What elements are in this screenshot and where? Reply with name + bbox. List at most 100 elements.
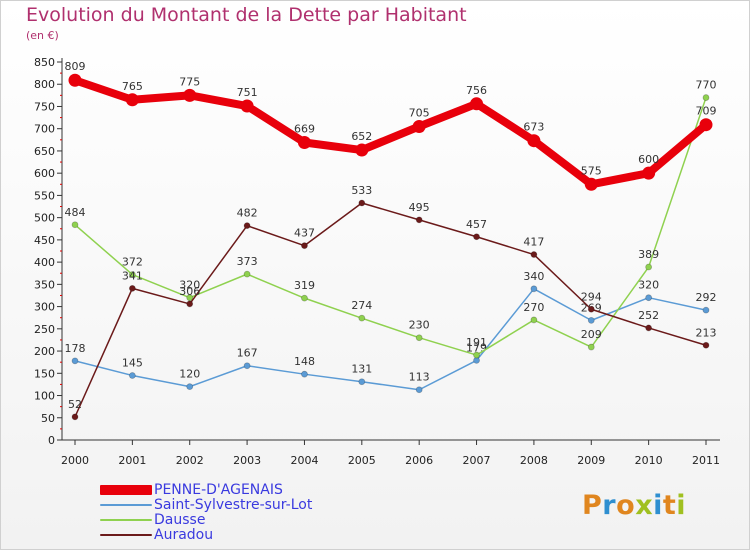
data-point [645, 263, 653, 271]
x-tick-label: 2009 [577, 454, 605, 467]
y-tick-label: 200 [34, 345, 55, 358]
data-point [128, 284, 136, 292]
data-point [530, 285, 538, 293]
data-label: 292 [696, 291, 717, 304]
x-tick-label: 2008 [520, 454, 548, 467]
data-label: 306 [179, 285, 200, 298]
data-label: 131 [351, 363, 372, 376]
data-point [645, 294, 653, 302]
data-point [527, 134, 541, 148]
data-point [128, 271, 136, 278]
logo-letter: o [616, 490, 636, 521]
data-label: 482 [237, 207, 258, 220]
data-point [702, 341, 710, 349]
data-point [702, 306, 710, 314]
x-tick-label: 2005 [348, 454, 376, 467]
series-line-3 [74, 202, 707, 418]
data-label: 705 [409, 106, 430, 119]
proxiti-logo: Proxiti [582, 490, 686, 521]
y-tick-label: 250 [34, 323, 55, 336]
data-point [68, 73, 82, 87]
data-label: 495 [409, 201, 430, 214]
data-point [240, 99, 254, 113]
data-point [530, 316, 538, 324]
y-tick-label: 650 [34, 145, 55, 158]
y-tick-label: 100 [34, 390, 55, 403]
data-point [702, 94, 710, 101]
series-line-0 [71, 76, 710, 189]
x-tick-label: 2001 [118, 454, 146, 467]
legend-swatch-dausse [100, 519, 152, 521]
legend-label-auradou: Auradou [154, 527, 214, 543]
data-point [415, 216, 423, 224]
data-label: 437 [294, 227, 315, 240]
data-point [243, 222, 251, 230]
data-label: 809 [65, 60, 86, 73]
data-label: 533 [351, 184, 372, 197]
series-line-1 [74, 288, 707, 391]
series-line-2 [74, 96, 707, 356]
chart-subtitle: (en €) [26, 29, 59, 42]
data-label: 120 [179, 368, 200, 381]
data-label: 669 [294, 122, 315, 135]
data-point [183, 88, 197, 102]
logo-letter: t [662, 490, 677, 521]
data-point [186, 383, 194, 391]
y-tick-label: 700 [34, 123, 55, 136]
data-point [699, 118, 713, 132]
data-point [355, 143, 369, 157]
data-label: 252 [638, 309, 659, 322]
data-point [71, 413, 79, 421]
data-point [358, 378, 366, 386]
data-label: 167 [237, 347, 258, 360]
y-tick-label: 50 [41, 412, 55, 425]
data-label: 230 [409, 319, 430, 332]
legend-label-penne: PENNE-D'AGENAIS [154, 482, 283, 498]
x-tick-label: 2007 [463, 454, 491, 467]
x-tick-label: 2000 [61, 454, 89, 467]
data-point [243, 362, 251, 370]
data-label: 145 [122, 357, 143, 370]
data-point [412, 119, 426, 133]
data-point [584, 177, 598, 191]
data-point [186, 300, 194, 308]
data-label: 319 [294, 279, 315, 292]
data-point [645, 324, 653, 332]
data-point [587, 343, 595, 351]
data-point [297, 135, 311, 149]
data-label: 417 [523, 236, 544, 249]
data-point [470, 97, 484, 111]
data-label: 340 [523, 270, 544, 283]
data-label: 191 [466, 336, 487, 349]
x-tick-label: 2003 [233, 454, 261, 467]
logo-letter: P [582, 490, 603, 521]
x-tick-label: 2010 [635, 454, 663, 467]
chart-title: Evolution du Montant de la Dette par Hab… [26, 4, 467, 26]
data-point [301, 242, 308, 250]
data-point [415, 334, 423, 342]
y-tick-label: 550 [34, 189, 55, 202]
data-point [473, 233, 480, 241]
data-label: 372 [122, 256, 143, 269]
legend-label-dausse: Dausse [154, 512, 206, 528]
data-label: 389 [638, 248, 659, 261]
y-tick-label: 750 [34, 100, 55, 113]
data-label: 457 [466, 218, 487, 231]
data-label: 770 [696, 79, 717, 92]
data-point [587, 316, 595, 324]
logo-letter: i [653, 490, 663, 521]
data-label: 756 [466, 84, 487, 97]
data-label: 373 [237, 255, 258, 268]
data-point [186, 294, 194, 302]
data-label: 575 [581, 164, 602, 177]
data-point [301, 294, 308, 302]
data-label: 765 [122, 80, 143, 93]
y-tick-label: 350 [34, 278, 55, 291]
data-label: 294 [581, 290, 602, 303]
y-tick-label: 800 [34, 78, 55, 91]
data-label: 673 [523, 121, 544, 134]
data-label: 270 [523, 301, 544, 314]
legend-swatch-penne [100, 485, 152, 495]
y-tick-label: 0 [48, 434, 55, 447]
logo-letter: i [676, 490, 687, 521]
